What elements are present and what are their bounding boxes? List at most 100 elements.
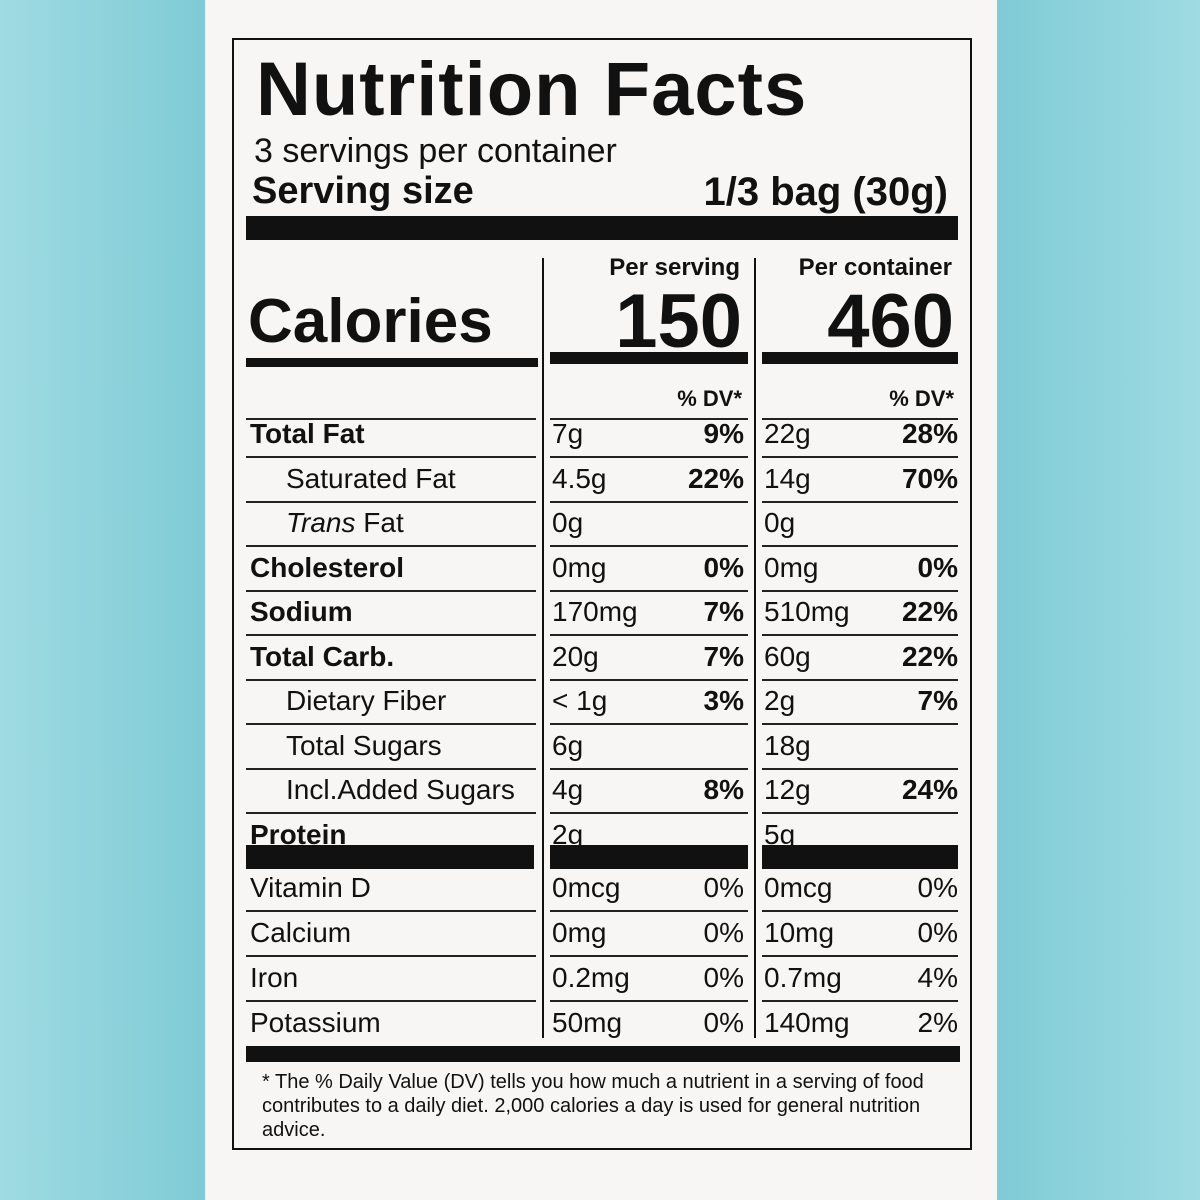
row-divider — [550, 500, 748, 503]
column-divider — [754, 258, 756, 1038]
row-divider — [246, 723, 536, 725]
per-container-amount: 140mg — [764, 1007, 850, 1038]
per-container-calories: 460 — [827, 279, 954, 364]
per-serving-dv: 0% — [703, 917, 744, 948]
per-serving-dv: 0% — [703, 962, 744, 993]
row-divider — [246, 678, 536, 681]
row-divider — [762, 456, 958, 458]
per-serving-amount: 0g — [552, 507, 584, 538]
nutrient-name-rest: Fat — [355, 507, 404, 538]
per-container-dv: 0% — [917, 872, 958, 903]
row-divider — [762, 589, 958, 592]
calories-label: Calories — [248, 287, 493, 356]
row-divider — [550, 678, 748, 681]
per-serving-dv-header: % DV* — [677, 386, 742, 411]
per-serving-amount: 0mcg — [552, 872, 621, 903]
row-divider — [246, 589, 536, 592]
per-container-dv: 7% — [917, 685, 958, 716]
row-divider — [246, 545, 536, 547]
per-container-amount: 2g — [764, 685, 796, 716]
per-serving-dv: 8% — [703, 774, 744, 805]
per-serving-dv: 7% — [703, 640, 744, 672]
per-serving-amount: 50mg — [552, 1007, 623, 1038]
row-divider — [246, 1000, 536, 1002]
per-serving-amount: 6g — [552, 729, 584, 761]
nutrient-name: Dietary Fiber — [286, 685, 447, 716]
footnote: * The % Daily Value (DV) tells you how m… — [262, 1071, 924, 1141]
per-serving-calories: 150 — [615, 279, 742, 364]
row-divider — [762, 1000, 958, 1002]
per-container-dv: 2% — [917, 1007, 958, 1038]
serving-size-label: Serving size — [252, 170, 474, 212]
nutrient-name: Sodium — [250, 596, 353, 627]
per-serving-dv: 0% — [703, 872, 744, 903]
nutrient-name: Protein — [250, 818, 347, 850]
title: Nutrition Facts — [256, 47, 808, 132]
per-container-dv-header: % DV* — [889, 386, 954, 411]
nutrient-name: Calcium — [250, 917, 352, 948]
per-container-header: Per container — [798, 254, 952, 281]
per-serving-dv: 7% — [703, 596, 744, 627]
row-divider — [762, 955, 958, 957]
per-container-amount: 5g — [764, 818, 796, 850]
per-container-amount: 22g — [764, 418, 811, 449]
servings-per-container: 3 servings per container — [254, 132, 617, 170]
nutrient-name: Trans Fat — [286, 507, 404, 539]
package-right — [997, 0, 1200, 1200]
row-divider — [762, 634, 958, 636]
calories-divider — [246, 358, 538, 367]
per-serving-amount: 0.2mg — [552, 962, 630, 993]
row-divider — [550, 456, 748, 458]
row-divider — [246, 418, 536, 420]
row-divider — [246, 456, 536, 458]
row-divider — [246, 910, 536, 912]
nutrient-name: Potassium — [250, 1007, 381, 1038]
nutrient-name: Total Sugars — [286, 729, 442, 761]
row-divider — [246, 634, 536, 636]
nutrient-name-italic: Trans — [286, 507, 356, 538]
calories-divider — [762, 352, 958, 364]
per-container-dv: 4% — [917, 962, 958, 993]
row-divider — [550, 723, 748, 725]
row-divider — [550, 589, 748, 592]
per-serving-dv: 0% — [703, 551, 744, 583]
per-container-dv: 24% — [901, 774, 958, 805]
per-container-dv: 0% — [917, 917, 958, 948]
vitamin-divider — [246, 845, 534, 869]
row-divider — [762, 767, 958, 770]
per-container-amount: 10mg — [764, 917, 835, 948]
row-divider — [246, 955, 536, 957]
per-serving-amount: 4.5g — [552, 462, 607, 494]
per-container-dv: 70% — [901, 462, 958, 494]
per-container-amount: 60g — [764, 640, 811, 672]
calories-divider — [550, 352, 748, 364]
row-divider — [550, 634, 748, 636]
per-container-amount: 12g — [764, 774, 811, 805]
nutrient-name: Cholesterol — [250, 551, 405, 583]
nutrient-name: Vitamin D — [250, 872, 371, 903]
nutrition-facts-panel: Nutrition Facts 3 servings per container… — [232, 38, 972, 1150]
column-divider — [542, 258, 544, 1038]
per-container-dv: 22% — [901, 640, 958, 672]
row-divider — [550, 1000, 748, 1002]
per-serving-amount: 2g — [552, 818, 584, 850]
row-divider — [550, 418, 748, 420]
per-serving-amount: 7g — [552, 418, 584, 449]
per-serving-amount: 20g — [552, 640, 599, 672]
nutrient-name: Incl.Added Sugars — [286, 774, 515, 805]
nutrient-name: Iron — [250, 962, 299, 993]
per-container-amount: 0mg — [764, 551, 819, 583]
row-divider — [550, 767, 748, 770]
per-serving-header: Per serving — [609, 254, 740, 281]
row-divider — [762, 723, 958, 725]
per-container-amount: 510mg — [764, 596, 850, 627]
package-left — [0, 0, 205, 1200]
nutrient-name: Total Fat — [250, 418, 365, 449]
per-container-amount: 0mcg — [764, 872, 833, 903]
serving-size-value: 1/3 bag (30g) — [703, 170, 948, 214]
row-divider — [762, 910, 958, 912]
per-serving-dv: 22% — [687, 462, 744, 494]
nutrient-name: Total Carb. — [250, 640, 395, 672]
row-divider — [762, 812, 958, 814]
nutrient-name: Saturated Fat — [286, 462, 456, 494]
